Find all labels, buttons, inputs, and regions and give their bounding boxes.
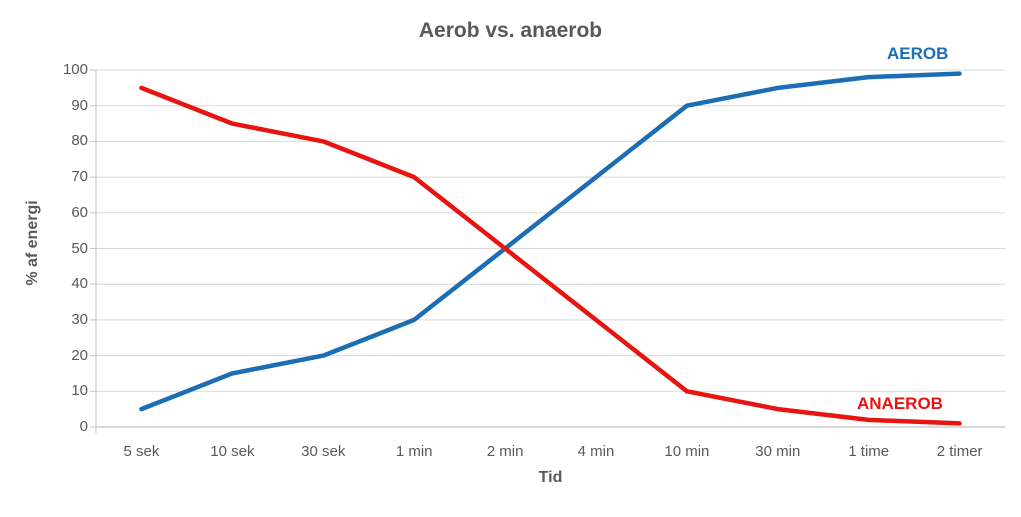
- y-tick-label: 90: [71, 96, 88, 114]
- series-label-aerob: AEROB: [887, 44, 949, 63]
- y-tick-label: 30: [71, 310, 88, 328]
- y-tick-label: 20: [71, 346, 88, 364]
- x-tick-label: 30 sek: [301, 443, 346, 460]
- x-tick-label: 30 min: [755, 443, 801, 460]
- y-tick-label: 100: [62, 61, 88, 78]
- series-label-anaerob: ANAEROB: [857, 394, 943, 413]
- x-tick-label: 10 min: [664, 443, 710, 460]
- y-axis-title: % af energi: [24, 200, 41, 286]
- x-axis-title: Tid: [538, 469, 563, 486]
- x-tick-label: 1 min: [395, 443, 433, 460]
- x-tick-label: 10 sek: [210, 443, 255, 460]
- y-axis-tick-labels: 0 10 20 30 40 50 60 70 80 90 100: [0, 0, 88, 517]
- y-tick-label: 40: [71, 275, 88, 293]
- x-axis-tick-labels: 5 sek 10 sek 30 sek 1 min 2 min 4 min 10 min 30…: [96, 442, 1005, 462]
- y-tick-label: 80: [71, 132, 88, 150]
- x-tick-label: 1 time: [848, 443, 890, 460]
- y-tick-label: 60: [71, 203, 88, 221]
- chart-title: Aerob vs. anaerob: [418, 19, 603, 42]
- x-tick-label: 5 sek: [123, 443, 160, 460]
- y-tick-label: 0: [79, 418, 88, 435]
- x-tick-label: 2 timer: [936, 443, 983, 460]
- x-tick-label: 4 min: [577, 443, 615, 460]
- y-tick-label: 10: [71, 382, 88, 400]
- y-tick-label: 70: [71, 168, 88, 186]
- y-tick-label: 50: [71, 239, 88, 257]
- x-tick-label: 2 min: [486, 443, 524, 460]
